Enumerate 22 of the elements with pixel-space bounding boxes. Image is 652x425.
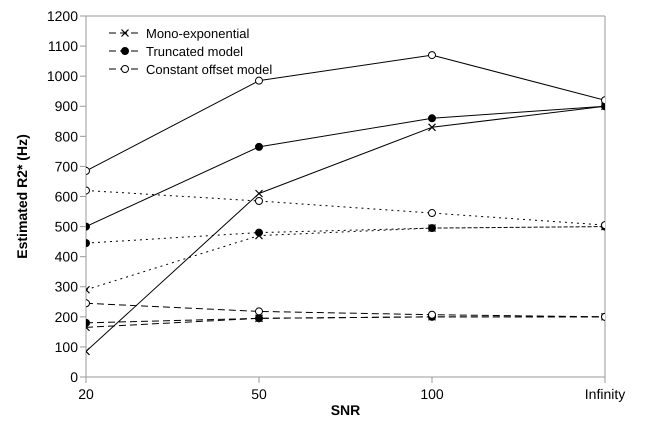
y-tick-label: 600 xyxy=(54,188,78,204)
x-tick-label: 20 xyxy=(78,386,94,402)
y-tick-label: 800 xyxy=(54,128,78,144)
y-tick-label: 400 xyxy=(54,248,78,265)
y-tick-label: 300 xyxy=(54,278,78,295)
y-tick-label: 900 xyxy=(54,98,78,114)
x-tick-label: Infinity xyxy=(584,386,626,402)
y-tick-label: 0 xyxy=(70,368,78,385)
y-tick-label: 1000 xyxy=(46,68,78,84)
y-tick-label: 1200 xyxy=(46,8,78,24)
x-tick-label: 100 xyxy=(420,386,444,402)
y-tick-label: 200 xyxy=(54,308,78,325)
legend-label: Truncated model xyxy=(146,44,244,58)
y-tick-label: 500 xyxy=(54,218,78,235)
x-axis-title: SNR xyxy=(330,402,360,418)
y-tick-label: 1100 xyxy=(48,38,78,54)
y-tick-label: 700 xyxy=(54,158,78,174)
x-tick-label: 50 xyxy=(251,386,267,402)
legend-label: Constant offset model xyxy=(146,62,272,76)
y-tick-label: 100 xyxy=(54,338,78,355)
legend-label: Mono-exponential xyxy=(146,26,250,40)
y-axis-title: Estimated R2* (Hz) xyxy=(14,134,30,259)
